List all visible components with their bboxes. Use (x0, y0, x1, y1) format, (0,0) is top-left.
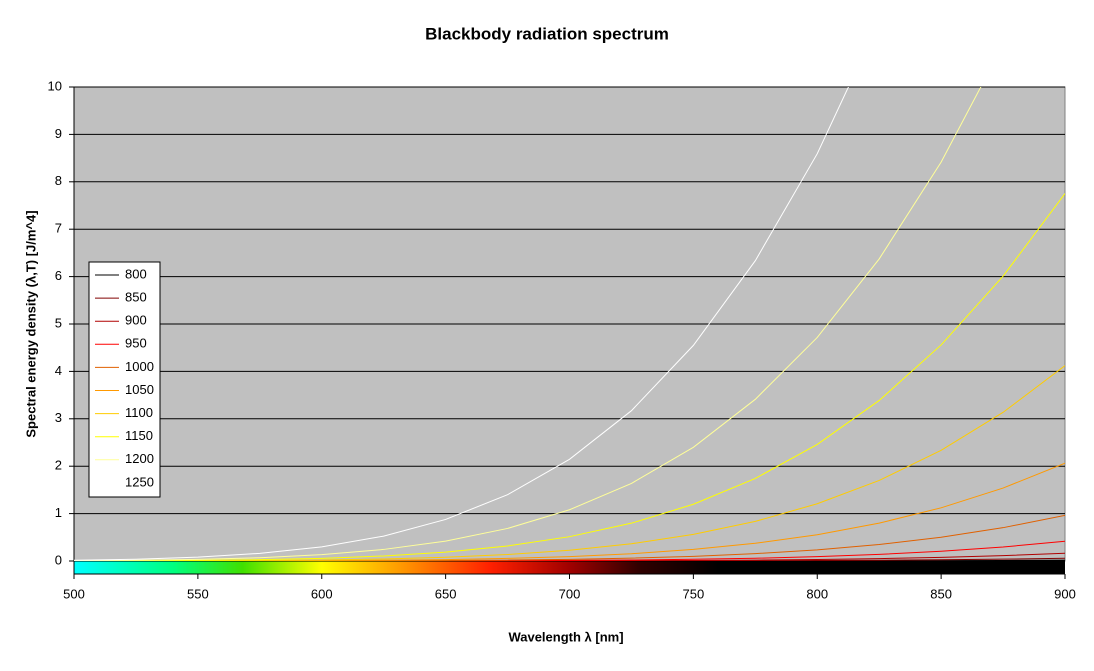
y-axis-title: Spectral energy density (λ,T) [J/m^4] (23, 210, 38, 437)
x-tick-label: 800 (806, 586, 828, 601)
series-line (74, 87, 982, 561)
x-axis-title: Wavelength λ [nm] (508, 629, 623, 644)
series-line (74, 87, 849, 561)
y-tick-label: 2 (55, 458, 62, 473)
x-tick-label: 900 (1054, 586, 1076, 601)
x-tick-label: 600 (311, 586, 333, 601)
x-tick-label: 850 (930, 586, 952, 601)
y-tick-label: 3 (55, 410, 62, 425)
x-tick-label: 650 (435, 586, 457, 601)
legend (88, 261, 161, 498)
legend-label: 1250 (125, 474, 154, 489)
x-tick-label: 500 (63, 586, 85, 601)
x-tick-label: 750 (683, 586, 705, 601)
legend-label: 850 (125, 290, 147, 305)
y-tick-label: 1 (55, 505, 62, 520)
legend-label: 1200 (125, 451, 154, 466)
y-tick-label: 9 (55, 126, 62, 141)
series-line (74, 365, 1065, 561)
series-line (74, 193, 1065, 561)
chart-title: Blackbody radiation spectrum (425, 24, 669, 43)
y-tick-label: 0 (55, 552, 62, 567)
legend-label: 1100 (125, 405, 153, 420)
legend-label: 900 (125, 313, 147, 328)
spectrum-strip (74, 561, 1065, 574)
y-tick-label: 7 (55, 221, 62, 236)
y-tick-label: 8 (55, 173, 62, 188)
legend-label: 1150 (125, 428, 153, 443)
legend-label: 1050 (125, 382, 154, 397)
y-tick-label: 4 (55, 363, 62, 378)
y-tick-label: 5 (55, 315, 62, 330)
x-tick-label: 700 (559, 586, 581, 601)
legend-label: 950 (125, 336, 147, 351)
legend-label: 800 (125, 266, 147, 281)
y-tick-label: 6 (55, 268, 62, 283)
y-tick-label: 10 (48, 78, 62, 93)
legend-label: 1000 (125, 359, 154, 374)
x-tick-label: 550 (187, 586, 209, 601)
